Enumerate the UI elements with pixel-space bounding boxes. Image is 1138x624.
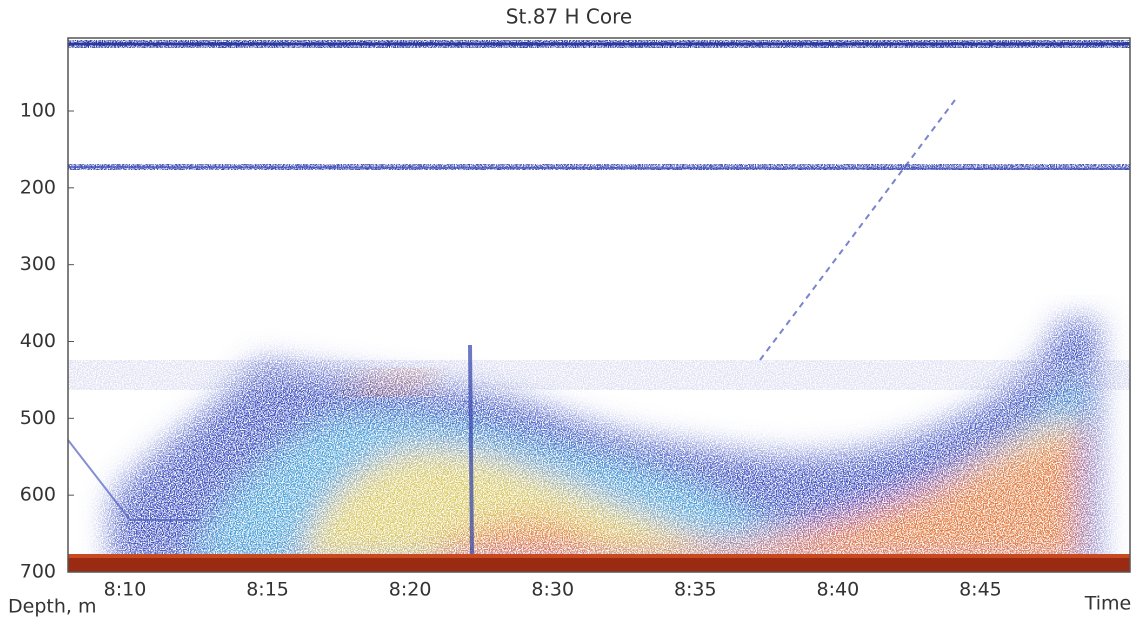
y-axis-label: Depth, m <box>8 596 96 618</box>
x-tick-label: 8:35 <box>674 579 717 601</box>
y-tick-label: 400 <box>20 330 56 352</box>
x-tick-label: 8:30 <box>531 579 574 601</box>
y-tick-label: 300 <box>20 253 56 275</box>
plot-frame <box>67 37 1131 573</box>
x-axis-label: Time <box>1084 593 1132 615</box>
y-tick-label: 500 <box>20 407 56 429</box>
y-tick-label: 100 <box>20 99 56 121</box>
y-tick-label: 700 <box>20 561 56 583</box>
x-tick-label: 8:20 <box>389 579 432 601</box>
x-tick-label: 8:40 <box>817 579 860 601</box>
x-tick-label: 8:45 <box>959 579 1002 601</box>
chart-title: St.87 H Core <box>506 5 632 29</box>
echogram-image <box>68 38 1130 572</box>
y-tick-label: 600 <box>20 484 56 506</box>
y-tick-label: 200 <box>20 176 56 198</box>
x-tick-label: 8:15 <box>246 579 289 601</box>
x-tick-label: 8:10 <box>104 579 147 601</box>
